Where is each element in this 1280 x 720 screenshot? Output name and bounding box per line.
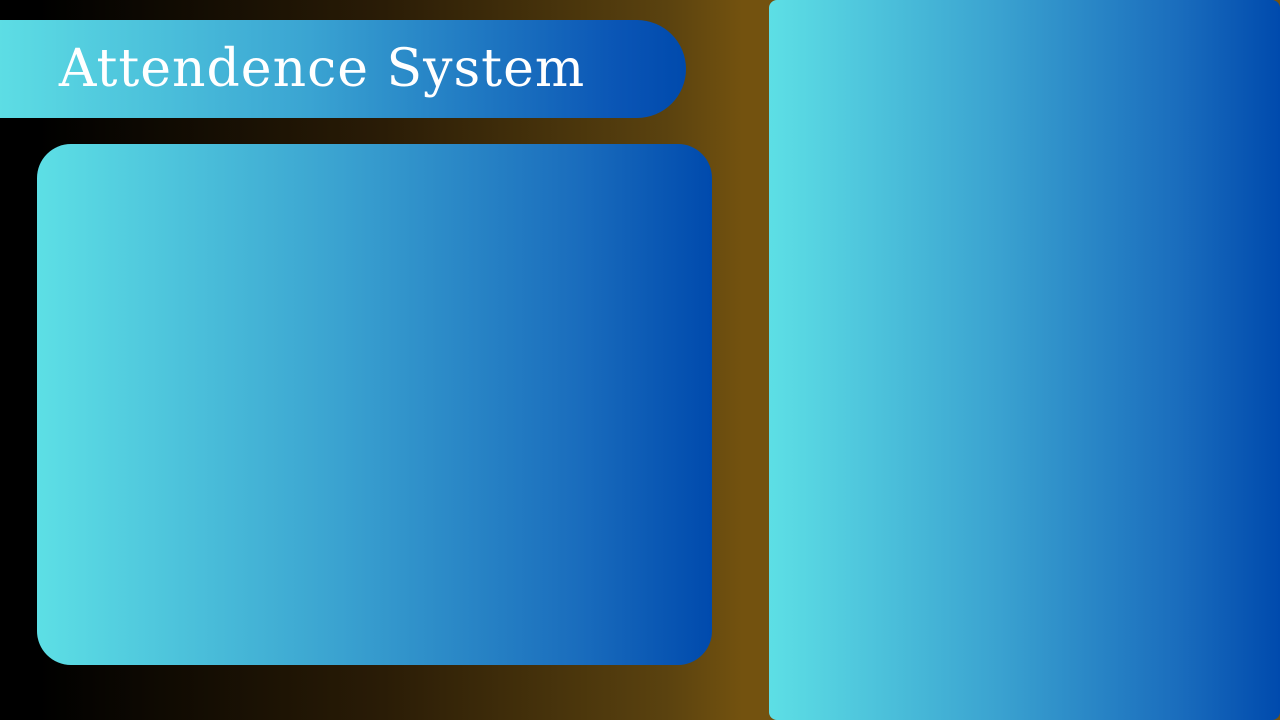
side-panel xyxy=(769,0,1280,720)
title-banner: Attendence System xyxy=(0,20,686,118)
main-content-panel xyxy=(37,144,712,665)
page-title: Attendence System xyxy=(58,39,586,99)
